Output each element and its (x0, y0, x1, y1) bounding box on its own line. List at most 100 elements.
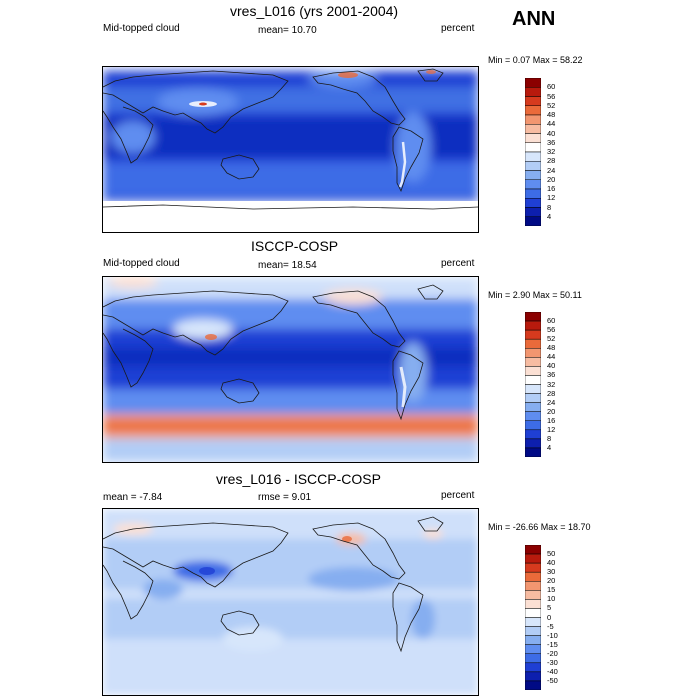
colorbar-tick-label: 16 (547, 415, 556, 425)
colorbar-tick-label: 28 (547, 156, 556, 166)
panel-3-rmse: rmse = 9.01 (258, 492, 312, 503)
panel-1-left-label: Mid-topped cloud (103, 23, 180, 34)
panel-2-map (102, 276, 479, 463)
colorbar-swatch (524, 671, 542, 682)
colorbar-swatch (524, 207, 542, 217)
colorbar-tick-label: 44 (547, 119, 556, 129)
colorbar-tick-label: 32 (547, 147, 556, 156)
colorbar-tick-label: 52 (547, 100, 556, 110)
colorbar-swatch (524, 87, 542, 97)
colorbar-swatch (524, 447, 542, 458)
colorbar-tick-label: -30 (547, 657, 558, 667)
colorbar-tick-label: 36 (547, 370, 556, 380)
colorbar-swatch (524, 411, 542, 421)
colorbar-tick-label: 0 (547, 612, 552, 622)
colorbar-swatch (524, 124, 542, 134)
panel-3-colorbar (524, 544, 542, 691)
panel-2-andes-high (399, 366, 407, 408)
colorbar-tick-label: 8 (547, 433, 552, 443)
colorbar-tick-label: 60 (547, 82, 556, 92)
colorbar-swatch (524, 151, 542, 162)
panel-3-mean: mean = -7.84 (103, 492, 163, 503)
panel-2-title: ISCCP-COSP (251, 238, 339, 254)
colorbar-swatch (524, 590, 542, 600)
colorbar-swatch (524, 77, 542, 88)
colorbar-swatch (524, 617, 542, 627)
colorbar-tick-label: 44 (547, 352, 556, 362)
panel-2-left-label: Mid-topped cloud (103, 258, 180, 269)
panel-3-minmax: Min = -26.66 Max = 18.70 (488, 522, 591, 532)
panel-2-minmax: Min = 2.90 Max = 50.11 (488, 290, 582, 300)
panel-2-mean: mean= 18.54 (258, 260, 317, 271)
colorbar-swatch (524, 311, 542, 322)
colorbar-tick-label: 56 (547, 91, 556, 101)
panel-1-colorbar (524, 77, 542, 227)
colorbar-tick-label: 40 (547, 128, 556, 138)
colorbar-swatch (524, 384, 542, 394)
panel-3-coastlines (103, 516, 444, 653)
colorbar-tick-label: 48 (547, 110, 556, 119)
colorbar-tick-label: 5 (547, 603, 552, 613)
colorbar-tick-label: 40 (547, 361, 556, 371)
colorbar-swatch (524, 429, 542, 440)
colorbar-tick-label: 8 (547, 202, 552, 212)
panel-1-title: vres_L016 (yrs 2001-2004) (230, 3, 399, 19)
colorbar-tick-label: -5 (547, 621, 554, 631)
panel-1-units: percent (441, 23, 475, 34)
panel-1-coastlines (103, 68, 478, 210)
colorbar-swatch (524, 114, 542, 125)
panel-1-minmax: Min = 0.07 Max = 58.22 (488, 55, 583, 65)
colorbar-swatch (524, 571, 542, 582)
panel-1-greenland-high (426, 70, 436, 74)
colorbar-swatch (524, 662, 542, 673)
panel-1-mean: mean= 10.70 (258, 25, 317, 36)
colorbar-tick-label: 40 (547, 558, 556, 568)
colorbar-swatch (524, 96, 542, 106)
colorbar-swatch (524, 179, 542, 190)
colorbar-swatch (524, 553, 542, 564)
colorbar-swatch (524, 581, 542, 591)
panel-3-tibet-negative (199, 567, 215, 575)
colorbar-tick-label: 36 (547, 137, 556, 147)
panel-3-map (102, 508, 479, 696)
colorbar-swatch (524, 393, 542, 403)
colorbar-tick-label: 52 (547, 334, 556, 344)
panel-3-title: vres_L016 - ISCCP-COSP (216, 471, 381, 487)
colorbar-swatch (524, 544, 542, 555)
colorbar-tick-label: 10 (547, 594, 556, 604)
colorbar-tick-label: 15 (547, 585, 556, 595)
colorbar-swatch (524, 644, 542, 654)
colorbar-swatch (524, 348, 542, 358)
season-label: ANN (512, 8, 556, 30)
colorbar-tick-label: 30 (547, 567, 556, 577)
panel-3-alaska-positive (342, 536, 352, 542)
colorbar-swatch (524, 188, 542, 199)
colorbar-tick-label: -40 (547, 666, 558, 676)
colorbar-tick-label: 32 (547, 379, 556, 389)
colorbar-tick-label: 4 (547, 442, 552, 452)
colorbar-swatch (524, 320, 542, 331)
colorbar-swatch (524, 357, 542, 367)
colorbar-swatch (524, 562, 542, 573)
panel-3-units: percent (441, 490, 475, 501)
colorbar-swatch (524, 366, 542, 376)
colorbar-tick-label: 4 (547, 211, 552, 221)
colorbar-tick-label: 28 (547, 388, 556, 398)
colorbar-swatch (524, 161, 542, 171)
panel-1-alaska-high (338, 72, 358, 78)
colorbar-swatch (524, 133, 542, 143)
panel-2-china-high (205, 334, 217, 340)
colorbar-tick-label: 20 (547, 576, 556, 586)
colorbar-swatch (524, 653, 542, 664)
colorbar-swatch (524, 626, 542, 636)
panel-1-map (102, 66, 479, 233)
colorbar-tick-label: -50 (547, 675, 558, 685)
panel-2-coastlines (103, 284, 444, 421)
colorbar-swatch (524, 402, 542, 412)
colorbar-tick-label: -10 (547, 630, 558, 640)
colorbar-swatch (524, 438, 542, 449)
colorbar-tick-label: 24 (547, 165, 556, 175)
colorbar-swatch (524, 170, 542, 180)
colorbar-tick-label: 48 (547, 343, 556, 353)
colorbar-swatch (524, 338, 542, 349)
